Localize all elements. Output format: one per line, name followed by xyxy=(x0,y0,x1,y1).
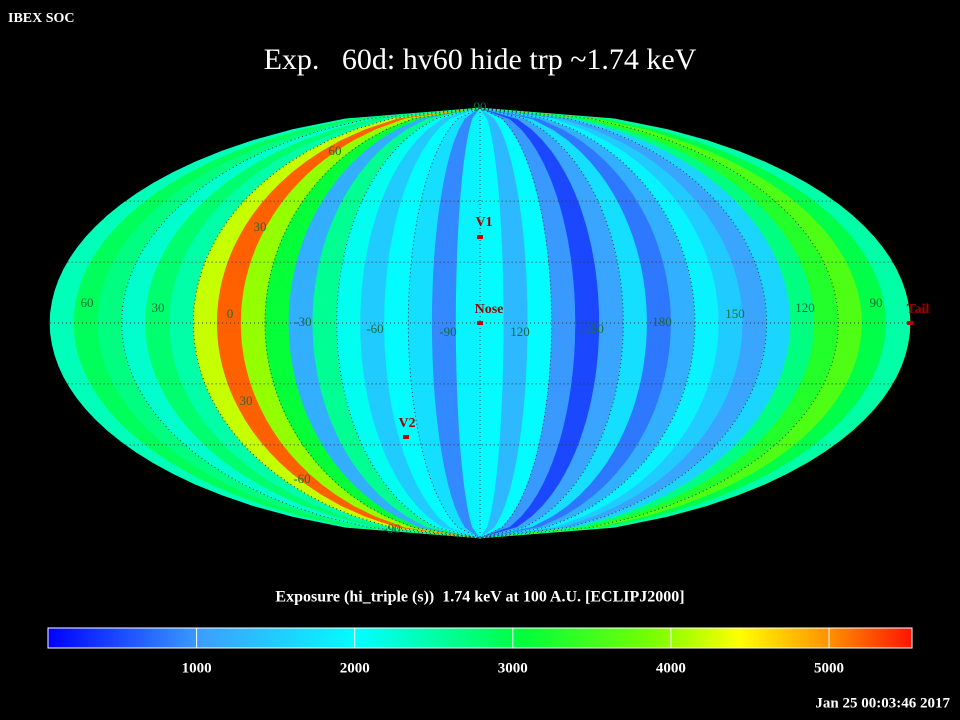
header-label: IBEX SOC xyxy=(8,11,75,26)
marker-dot xyxy=(907,321,913,325)
longitude-label: 150 xyxy=(725,306,745,321)
colorbar-tick-label: 2000 xyxy=(340,660,370,676)
latitude-label: -90 xyxy=(383,521,400,536)
longitude-label: 180 xyxy=(652,314,672,329)
meridian-line xyxy=(479,107,696,539)
longitude-label: -30 xyxy=(294,314,311,329)
latitude-label: 60 xyxy=(329,143,342,158)
date: Jan 25 00:03:46 2017 xyxy=(815,695,950,711)
marker-label: Tail xyxy=(907,302,930,317)
marker-label: V2 xyxy=(398,416,415,431)
title: Exp. 60d: hv60 hide trp ~1.74 keV xyxy=(264,43,697,76)
exposure-band xyxy=(479,107,911,539)
marker-label: Nose xyxy=(475,302,504,317)
colorbar-fill xyxy=(47,627,913,649)
longitude-label: 0 xyxy=(227,306,234,321)
colorbar-tick-label: 4000 xyxy=(656,660,686,676)
longitude-label: -150 xyxy=(580,321,604,336)
meridian-line xyxy=(264,107,481,539)
colorbar-title: Exposure (hi_triple (s)) 1.74 keV at 100… xyxy=(275,589,684,606)
map xyxy=(49,107,911,539)
longitude-label: -90 xyxy=(439,324,456,339)
latitude-label: -60 xyxy=(293,471,310,486)
longitude-label: 90 xyxy=(870,295,883,310)
longitude-label: -60 xyxy=(366,321,383,336)
latitude-label: 90 xyxy=(474,99,487,114)
latitude-label: 30 xyxy=(254,219,267,234)
marker-label: V1 xyxy=(475,215,492,230)
colorbar: 1000 2000 3000 4000 5000 xyxy=(47,627,913,676)
colorbar-tick-label: 1000 xyxy=(182,660,212,676)
longitude-label: 30 xyxy=(152,300,165,315)
marker-dot xyxy=(477,321,483,325)
map-labels: 60 30 0 -30 -60 -90 120 -150 180 150 120 90 90 60 30 30… xyxy=(81,99,930,536)
marker-dot xyxy=(403,435,409,439)
graticule xyxy=(50,107,910,539)
latitude-label: 30 xyxy=(240,393,253,408)
marker-dot xyxy=(477,235,483,239)
longitude-label: 60 xyxy=(81,295,94,310)
longitude-label: 120 xyxy=(795,300,815,315)
longitude-label: 120 xyxy=(510,324,530,339)
colorbar-tick-label: 5000 xyxy=(814,660,844,676)
colorbar-tick-label: 3000 xyxy=(498,660,528,676)
